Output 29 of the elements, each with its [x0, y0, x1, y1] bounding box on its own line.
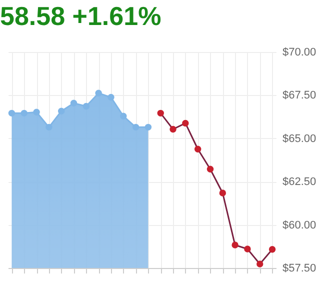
- point: [170, 126, 176, 133]
- y-tick-label: $70.00: [282, 46, 316, 58]
- point: [46, 124, 52, 131]
- point: [132, 124, 140, 131]
- point: [206, 166, 214, 173]
- point: [144, 124, 152, 131]
- point: [70, 100, 78, 106]
- point: [194, 146, 202, 152]
- point: [8, 110, 16, 117]
- y-tick-label: $67.50: [282, 90, 316, 102]
- y-tick-label: $57.50: [282, 262, 316, 274]
- point: [33, 108, 40, 116]
- point: [95, 90, 102, 96]
- point: [157, 110, 164, 117]
- point: [20, 110, 28, 117]
- point: [244, 246, 251, 252]
- y-tick-label: $65.00: [282, 132, 316, 145]
- point: [82, 102, 90, 110]
- point: [58, 108, 65, 114]
- point: [108, 94, 114, 101]
- y-tick-label: $60.00: [282, 219, 316, 232]
- chart-title: 58.58 +1.61%: [0, 1, 162, 31]
- point: [182, 120, 189, 127]
- point: [232, 242, 238, 248]
- y-tick-label: $62.50: [282, 176, 316, 188]
- point: [256, 260, 264, 268]
- point: [268, 246, 276, 253]
- point: [219, 190, 226, 196]
- point: [120, 112, 127, 120]
